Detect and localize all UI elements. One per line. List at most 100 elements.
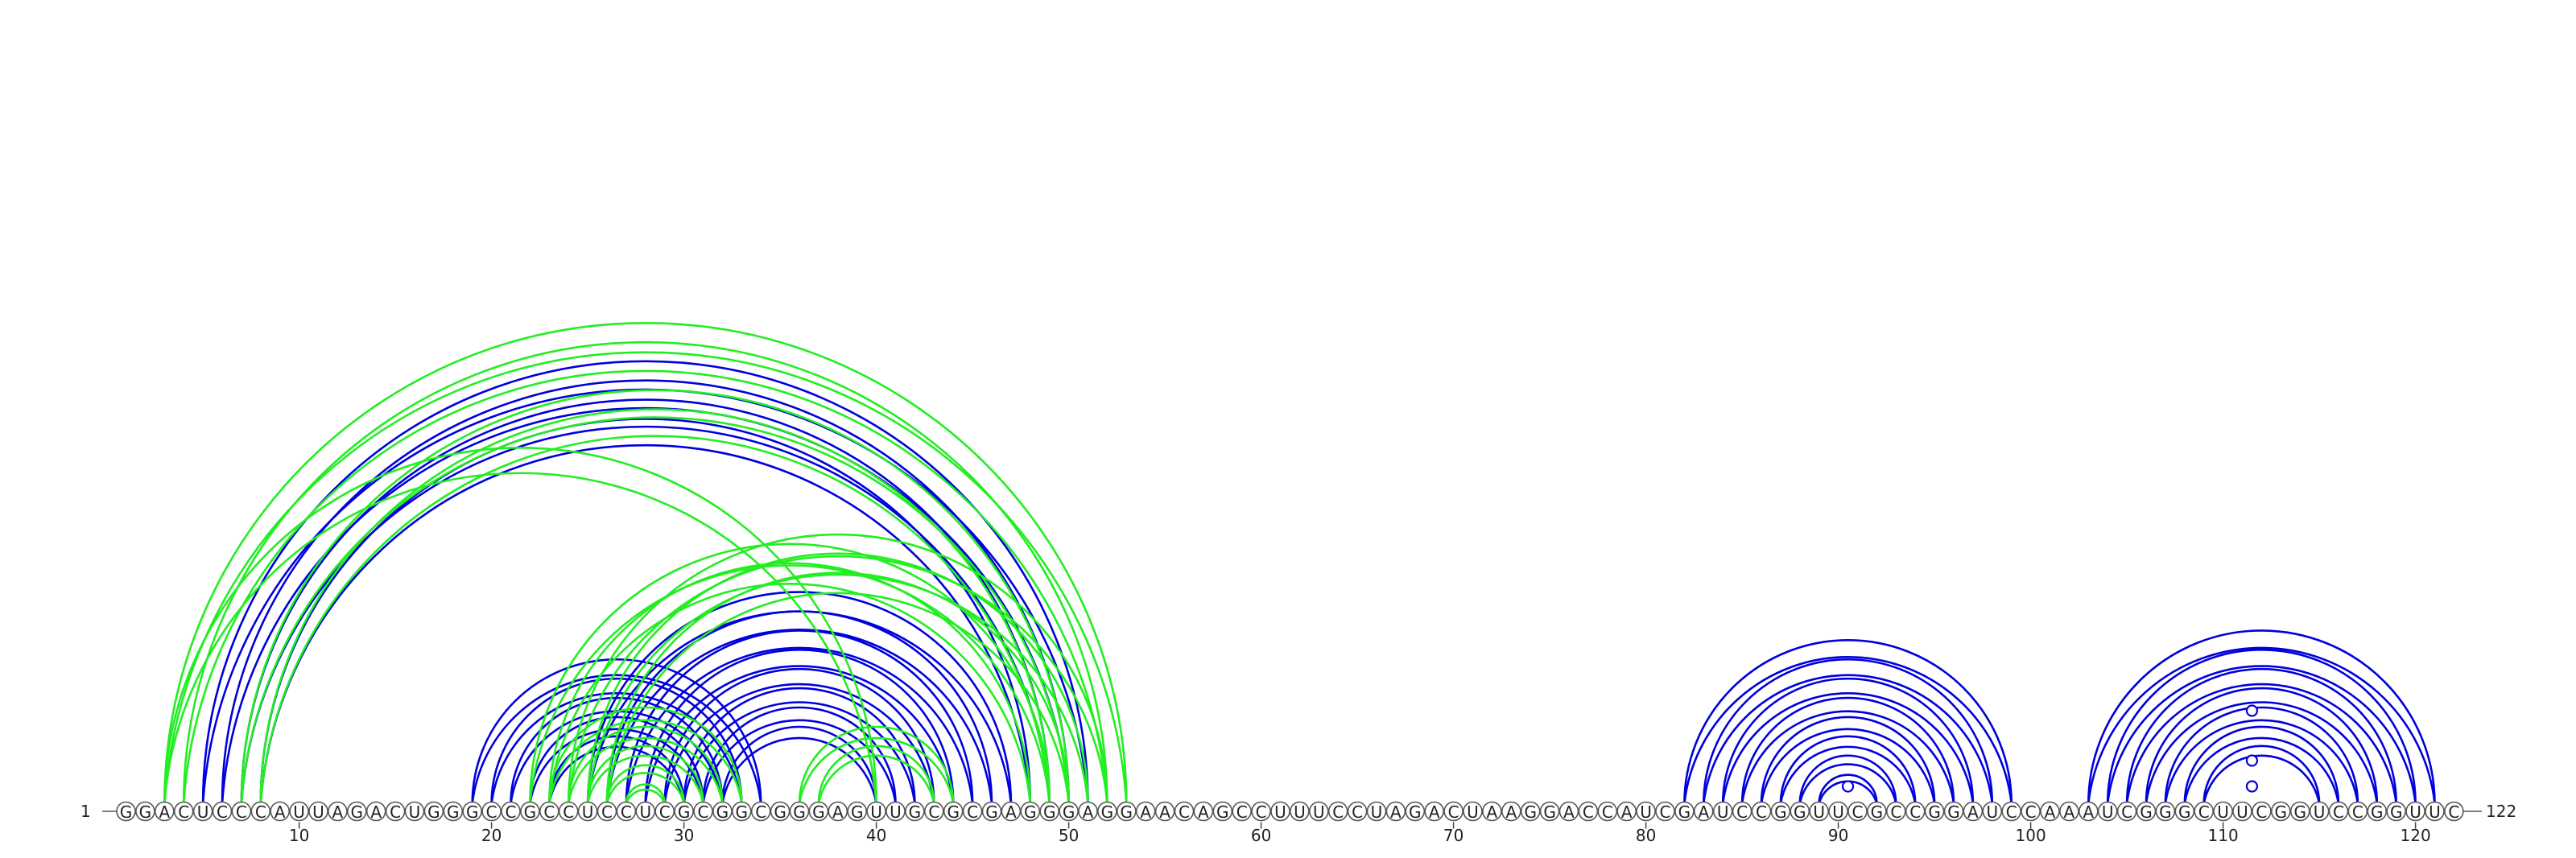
nucleotide-circle [192, 801, 213, 822]
nucleotide-circle [616, 801, 637, 822]
nucleotide-letter: A [2045, 802, 2056, 822]
nucleotide-circle [750, 801, 771, 822]
base-pair-arc [721, 736, 877, 804]
nucleotide-circle [1828, 801, 1848, 822]
base-pair-arc [605, 592, 1070, 804]
nucleotide-letter: G [2178, 802, 2191, 822]
base-pair-arc [259, 443, 1032, 804]
nucleotide-circle [2405, 801, 2425, 822]
nucleotide-letter: C [236, 802, 247, 822]
nucleotide-circle [731, 801, 752, 822]
nucleotide-letter: G [447, 802, 460, 822]
nucleotide-circle [289, 801, 309, 822]
nucleotide-circle [1347, 801, 1368, 822]
nucleotide-letter: C [178, 802, 189, 822]
nucleotide-circle [2174, 801, 2195, 822]
nucleotide-circle [924, 801, 944, 822]
tick-label: 10 [289, 826, 309, 845]
nucleotide-letter: C [2352, 802, 2363, 822]
nucleotide-circle [1539, 801, 1560, 822]
nucleotide-circle [1732, 801, 1752, 822]
nucleotide-letter: G [2159, 802, 2172, 822]
loop-marker [1841, 780, 1855, 793]
nucleotide-circle [308, 801, 328, 822]
nucleotide-circle [1309, 801, 1329, 822]
nucleotide-letter: U [582, 802, 594, 822]
nucleotide-letter: C [2025, 802, 2037, 822]
nucleotide-circle [2386, 801, 2406, 822]
nucleotide-circle [1251, 801, 1271, 822]
base-pair-arc [1703, 658, 1994, 804]
base-pair-arc [201, 360, 1089, 804]
nucleotide-circle [385, 801, 406, 822]
base-pair-arc [2125, 683, 2397, 804]
nucleotide-letter: A [2083, 802, 2094, 822]
base-pair-arc [2125, 667, 2397, 804]
nucleotide-circle [1963, 801, 1984, 822]
nucleotide-circle [1327, 801, 1348, 822]
nucleotide-circle [1366, 801, 1387, 822]
nucleotide-circle [1212, 801, 1233, 822]
nucleotide-circle [135, 801, 155, 822]
nucleotide-letter: G [1024, 802, 1037, 822]
nucleotide-circle [2271, 801, 2291, 822]
nucleotide-letter: C [967, 802, 978, 822]
nucleotide-letter: G [2275, 802, 2288, 822]
tick-label: 60 [1251, 826, 1271, 845]
nucleotide-circle [1924, 801, 1945, 822]
nucleotide-circle [1193, 801, 1214, 822]
nucleotide-letter: C [506, 802, 517, 822]
base-pair-arc [1683, 656, 2013, 804]
nucleotide-letter: C [2333, 802, 2344, 822]
nucleotide-circle [943, 801, 964, 822]
nucleotide-letter: C [1179, 802, 1190, 822]
base-pair-arc [605, 764, 685, 804]
nucleotide-letter: C [390, 802, 401, 822]
nucleotide-letter: U [1313, 802, 1325, 822]
nucleotide-circle [1117, 801, 1137, 822]
base-pair-arc [2183, 736, 2340, 804]
nucleotide-letter: U [293, 802, 305, 822]
nucleotide-letter: G [1409, 802, 1422, 822]
nucleotide-letter: A [159, 802, 170, 822]
nucleotide-letter: U [2102, 802, 2114, 822]
base-pair-arc [548, 706, 743, 804]
nucleotide-letter: C [1236, 802, 1248, 822]
nucleotide-circle [328, 801, 348, 822]
nucleotide-letter: G [1121, 802, 1133, 822]
nucleotide-circle [2116, 801, 2137, 822]
tick-label: 50 [1059, 826, 1079, 845]
tick-label: 40 [866, 826, 886, 845]
tick-label: 100 [2016, 826, 2046, 845]
base-pair-arc [2106, 665, 2417, 804]
tick-label: 80 [1636, 826, 1656, 845]
tick-label: 90 [1828, 826, 1848, 845]
nucleotide-circle [1443, 801, 1463, 822]
nucleotide-letter: U [1274, 802, 1286, 822]
nucleotide-circle [1616, 801, 1637, 822]
nucleotide-letter: C [217, 802, 228, 822]
nucleotide-letter: U [2236, 802, 2248, 822]
nucleotide-circle [2347, 801, 2368, 822]
nucleotide-letter: G [1063, 802, 1075, 822]
nucleotide-letter: C [1448, 802, 1459, 822]
nucleotide-letter: C [2448, 802, 2459, 822]
base-pair-arc [1703, 674, 1994, 804]
nucleotide-letter: A [1967, 802, 1979, 822]
base-pair-arc [2202, 754, 2321, 804]
base-pair-arc [1779, 745, 1917, 804]
nucleotide-circle [1770, 801, 1791, 822]
nucleotide-circle [1135, 801, 1156, 822]
nucleotide-circle [423, 801, 444, 822]
base-pair-arc [1798, 754, 1897, 804]
base-pair-arc [567, 555, 1108, 804]
base-pair-arc [586, 754, 704, 804]
nucleotide-letter: G [2140, 802, 2153, 822]
loop-marker [2245, 780, 2259, 793]
nucleotide-letter: C [2006, 802, 2017, 822]
nucleotide-circle [981, 801, 1002, 822]
base-pair-arc [2183, 725, 2340, 804]
nucleotide-letter: U [1371, 802, 1383, 822]
base-pair-arc [683, 701, 916, 804]
